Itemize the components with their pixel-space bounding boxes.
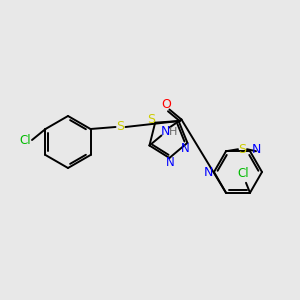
Text: N: N [251,143,261,156]
Text: N: N [203,166,213,178]
Text: S: S [116,121,124,134]
Text: N: N [181,142,190,155]
Text: H: H [169,128,178,137]
Text: S: S [147,113,155,126]
Text: Cl: Cl [19,134,31,146]
Text: N: N [161,125,170,138]
Text: S: S [238,143,246,156]
Text: Cl: Cl [237,167,249,180]
Text: O: O [161,98,171,111]
Text: N: N [166,157,175,169]
